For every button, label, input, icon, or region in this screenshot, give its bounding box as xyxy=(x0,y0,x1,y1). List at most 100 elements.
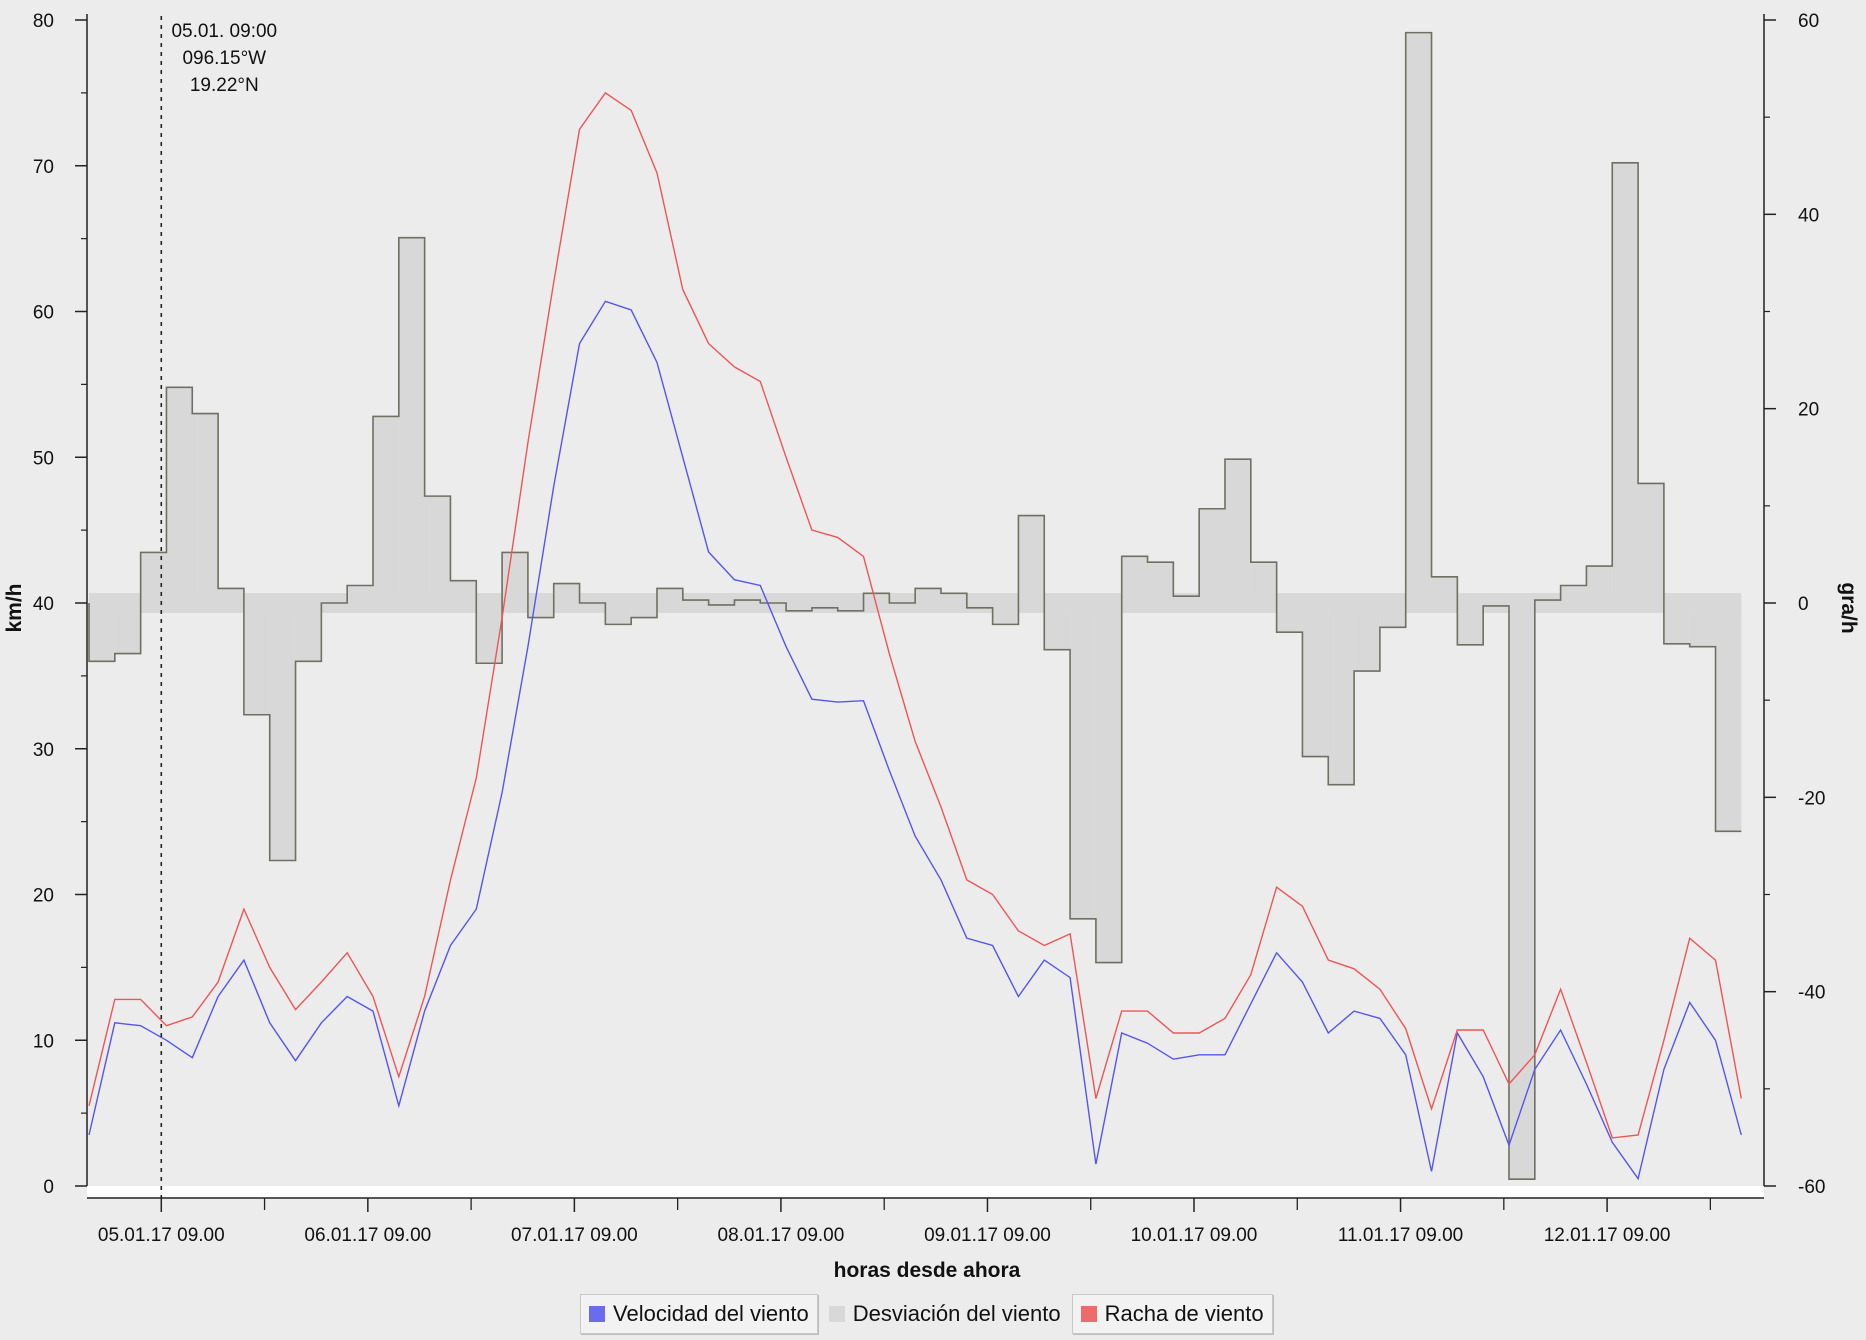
deviation-bar xyxy=(863,593,890,603)
deviation-bar xyxy=(424,496,451,603)
deviation-bar xyxy=(1224,459,1251,603)
deviation-bar xyxy=(1483,603,1509,606)
deviation-bar xyxy=(1173,596,1200,603)
y-tick-label-left: 70 xyxy=(33,157,54,178)
deviation-bar xyxy=(166,387,193,603)
deviation-bar xyxy=(605,603,632,625)
deviation-outline xyxy=(88,31,1742,1180)
deviation-bar xyxy=(553,583,580,603)
deviation-bar xyxy=(192,413,219,603)
deviation-bar xyxy=(708,603,735,605)
legend-swatch xyxy=(1080,1306,1097,1322)
legend-label: Velocidad del viento xyxy=(613,1301,809,1326)
deviation-bar xyxy=(940,593,967,603)
annotation-text: 19.22°N xyxy=(190,75,259,96)
x-tick-label: 07.01.17 09.00 xyxy=(511,1225,638,1246)
y-tick-label-left: 10 xyxy=(33,1031,54,1052)
y-tick-label-left: 60 xyxy=(33,303,54,324)
deviation-bar xyxy=(476,603,503,664)
y-tick-label-right: 20 xyxy=(1798,400,1819,421)
deviation-bar xyxy=(140,552,167,603)
y-tick-label-left: 80 xyxy=(33,11,54,32)
deviation-bar xyxy=(786,603,812,611)
y-tick-label-right: 40 xyxy=(1798,205,1819,226)
x-tick-label: 09.01.17 09.00 xyxy=(924,1225,1051,1246)
deviation-bar xyxy=(837,603,864,611)
deviation-bar xyxy=(218,588,244,603)
deviation-bar xyxy=(1250,562,1277,603)
deviation-bar xyxy=(734,600,761,603)
deviation-bar xyxy=(243,603,270,715)
y-tick-label-left: 40 xyxy=(33,594,54,615)
deviation-bar xyxy=(1302,603,1329,757)
x-tick-label: 12.01.17 09.00 xyxy=(1544,1225,1671,1246)
y-tick-label-left: 30 xyxy=(33,740,54,761)
deviation-bar xyxy=(1405,32,1432,604)
y-axis-title-left: km/h xyxy=(3,583,26,632)
x-tick-label: 08.01.17 09.00 xyxy=(718,1225,845,1246)
deviation-bar xyxy=(1276,603,1303,633)
deviation-bar xyxy=(1663,603,1690,644)
deviation-bar xyxy=(1560,585,1587,603)
x-tick-label: 05.01.17 09.00 xyxy=(98,1225,225,1246)
y-tick-label-left: 0 xyxy=(43,1177,54,1198)
legend-item-3[interactable]: Racha de viento xyxy=(1071,1294,1273,1334)
annotation-text: 05.01. 09:00 xyxy=(171,21,277,42)
deviation-bar xyxy=(1070,603,1096,919)
x-tick-label: 06.01.17 09.00 xyxy=(304,1225,431,1246)
x-axis-strip xyxy=(87,1186,1764,1198)
legend: Velocidad del viento Desviación del vient… xyxy=(580,1292,1275,1336)
deviation-bar xyxy=(398,237,425,604)
deviation-bar xyxy=(1379,603,1406,628)
deviation-bar xyxy=(1612,162,1639,603)
y-tick-label-right: -40 xyxy=(1798,983,1825,1004)
deviation-bar xyxy=(1689,603,1716,647)
wind-gust-line xyxy=(88,91,1742,1139)
deviation-bar xyxy=(1044,603,1071,650)
deviation-bar xyxy=(631,603,657,618)
y-tick-label-left: 20 xyxy=(33,886,54,907)
deviation-bar xyxy=(502,552,528,603)
deviation-bar xyxy=(966,603,993,608)
deviation-bar xyxy=(372,416,399,603)
deviation-bar xyxy=(1018,515,1045,603)
x-tick-label: 11.01.17 09.00 xyxy=(1338,1225,1463,1246)
deviation-bar xyxy=(1328,603,1355,785)
deviation-bar xyxy=(1147,562,1174,603)
y-tick-label-right: -20 xyxy=(1798,788,1825,809)
deviation-bar xyxy=(295,603,322,662)
wind-speed-line xyxy=(88,300,1742,1181)
legend-label: Racha de viento xyxy=(1104,1301,1264,1326)
chart-svg: 0 10 20 30 40 50 60 70 80 -60 -40 -20 0 20 40 60 05.01.1… xyxy=(3,11,1860,1282)
deviation-bar xyxy=(1534,600,1561,603)
deviation-bar xyxy=(1354,603,1380,672)
y-tick-label-right: -60 xyxy=(1798,1177,1825,1198)
legend-swatch xyxy=(828,1306,845,1322)
deviation-bar xyxy=(347,585,373,603)
legend-item-2[interactable]: Desviación del viento xyxy=(820,1294,1070,1334)
deviation-bar xyxy=(1199,508,1225,603)
deviation-bar xyxy=(656,588,683,603)
legend-item-1[interactable]: Velocidad del viento xyxy=(580,1294,818,1334)
deviation-bar xyxy=(992,603,1019,625)
deviation-bar xyxy=(1715,603,1742,832)
deviation-bar xyxy=(915,588,941,603)
y-tick-label-right: 0 xyxy=(1798,594,1809,615)
deviation-bar xyxy=(450,580,477,603)
x-axis-title: horas desde ahora xyxy=(834,1259,1021,1282)
deviation-bar xyxy=(1095,603,1122,963)
legend-label: Desviación del viento xyxy=(852,1301,1061,1326)
deviation-bar xyxy=(527,603,554,618)
deviation-bar xyxy=(114,603,141,654)
deviation-bar xyxy=(1121,556,1148,603)
deviation-bar xyxy=(1508,603,1535,1180)
x-tick-label: 10.01.17 09.00 xyxy=(1131,1225,1258,1246)
annotation-text: 096.15°W xyxy=(182,48,266,69)
deviation-bar xyxy=(269,603,296,861)
deviation-bar xyxy=(1638,483,1664,603)
y-tick-label-left: 50 xyxy=(33,448,54,469)
legend-swatch xyxy=(589,1306,605,1322)
y-axis-title-right: gra/h xyxy=(1837,582,1860,633)
deviation-bar xyxy=(89,603,115,662)
